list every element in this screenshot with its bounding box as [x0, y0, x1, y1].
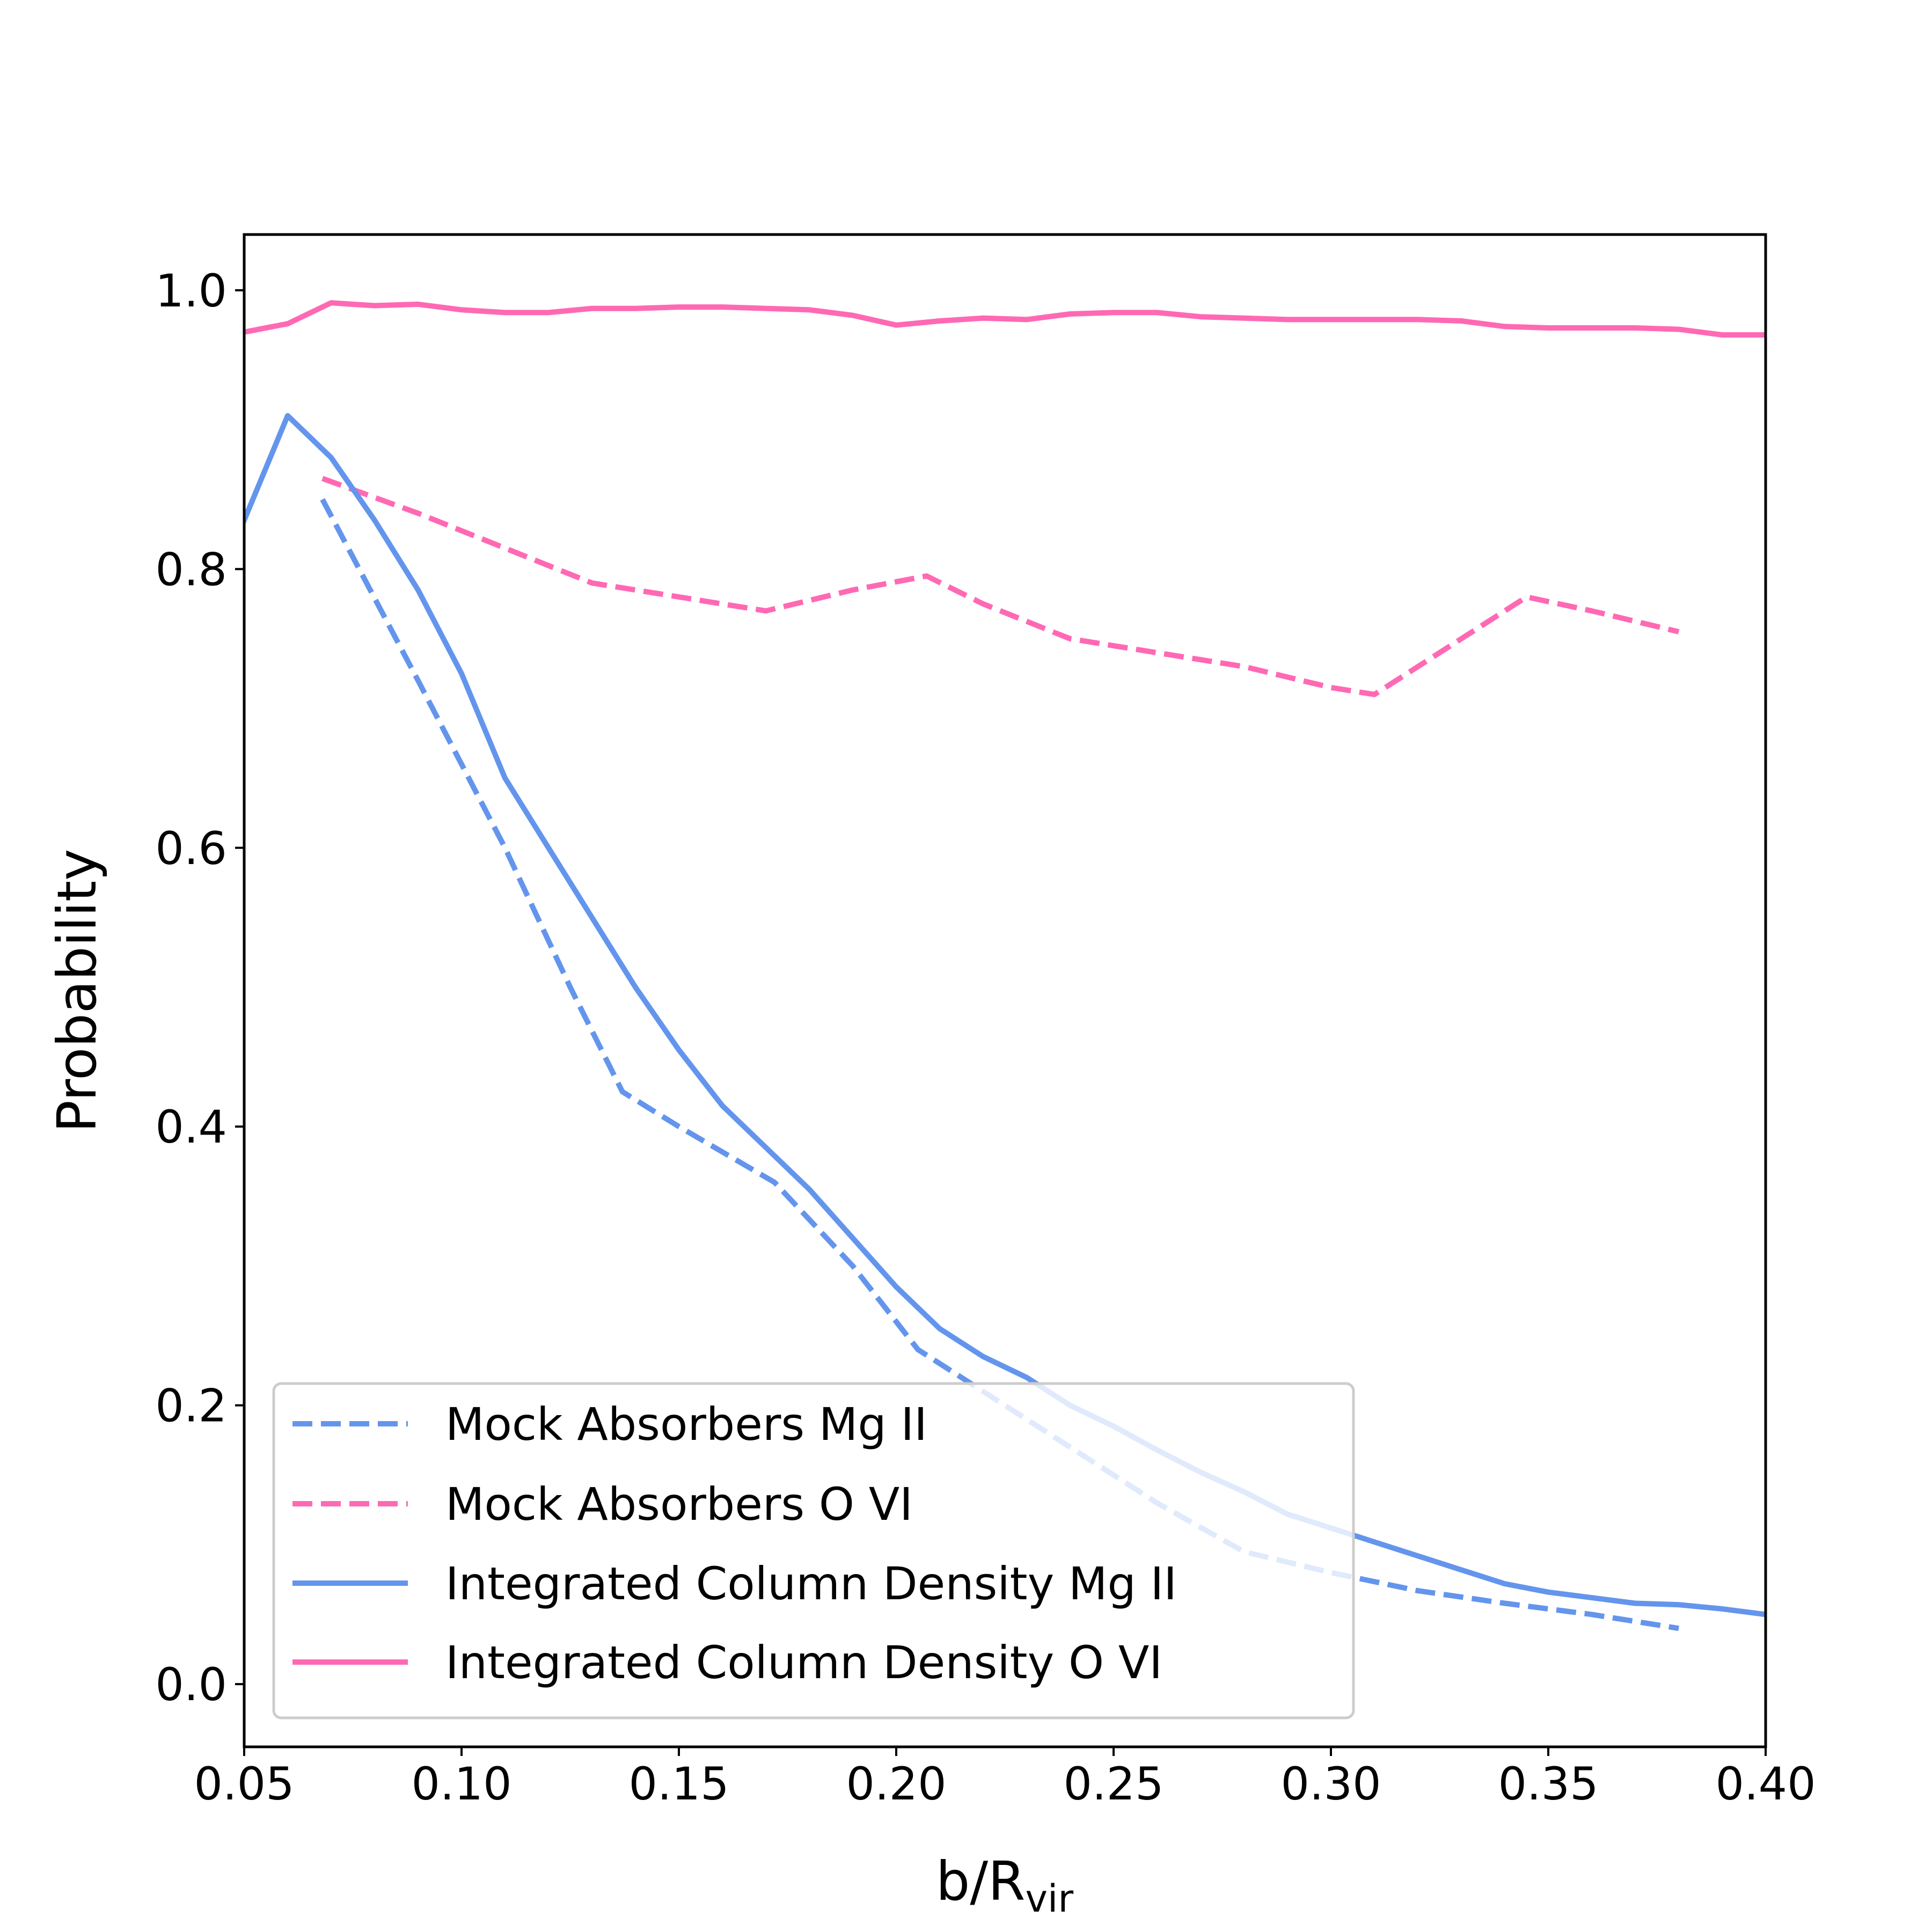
- x-tick-label: 0.40: [1715, 1758, 1816, 1810]
- series-line-integrated-column-density-o-vi: [244, 300, 1766, 338]
- x-axis-label-subscript: vir: [1026, 1877, 1074, 1921]
- legend-label-mock-absorbers-o-vi: Mock Absorbers O VI: [445, 1478, 913, 1531]
- x-axis-label-main: b/R: [936, 1850, 1026, 1913]
- x-tick-label: 0.20: [846, 1758, 946, 1810]
- legend-box: [272, 1382, 1355, 1719]
- y-tick-label: 1.0: [155, 265, 227, 317]
- x-axis-label: b/Rvir: [936, 1850, 1074, 1921]
- series-line-mock-absorbers-mg-ii: [320, 498, 1679, 1631]
- plot-frame: [243, 233, 1767, 1748]
- x-tick-label: 0.30: [1280, 1758, 1381, 1810]
- series-layer: [244, 300, 1766, 1631]
- y-tick-label: 0.2: [155, 1380, 227, 1432]
- x-tick-label: 0.15: [628, 1758, 729, 1810]
- y-tick-label: 0.6: [155, 822, 227, 875]
- y-axis-label: Probability: [46, 849, 108, 1133]
- y-tick-label: 0.4: [155, 1101, 227, 1153]
- x-tick-label: 0.35: [1498, 1758, 1598, 1810]
- y-tick-label: 0.8: [155, 543, 227, 596]
- x-axis: 0.05 0.10 0.15 0.20 0.25 0.30 0.35 0.40: [194, 1747, 1816, 1810]
- y-tick-label: 0.0: [155, 1658, 227, 1711]
- x-tick-label: 0.10: [411, 1758, 511, 1810]
- series-line-integrated-column-density-mg-ii: [244, 413, 1766, 1618]
- legend-label-integrated-column-density-mg-ii: Integrated Column Density Mg II: [445, 1557, 1177, 1610]
- legend-label-integrated-column-density-o-vi: Integrated Column Density O VI: [445, 1636, 1162, 1689]
- x-tick-label: 0.25: [1063, 1758, 1163, 1810]
- legend-label-mock-absorbers-mg-ii: Mock Absorbers Mg II: [445, 1398, 927, 1451]
- legend: Mock Absorbers Mg II Mock Absorbers O VI I…: [272, 1382, 1355, 1719]
- series-line-mock-absorbers-o-vi: [321, 475, 1680, 698]
- x-tick-label: 0.05: [194, 1758, 294, 1810]
- y-axis: 0.0 0.2 0.4 0.6 0.8 1.0: [155, 265, 244, 1711]
